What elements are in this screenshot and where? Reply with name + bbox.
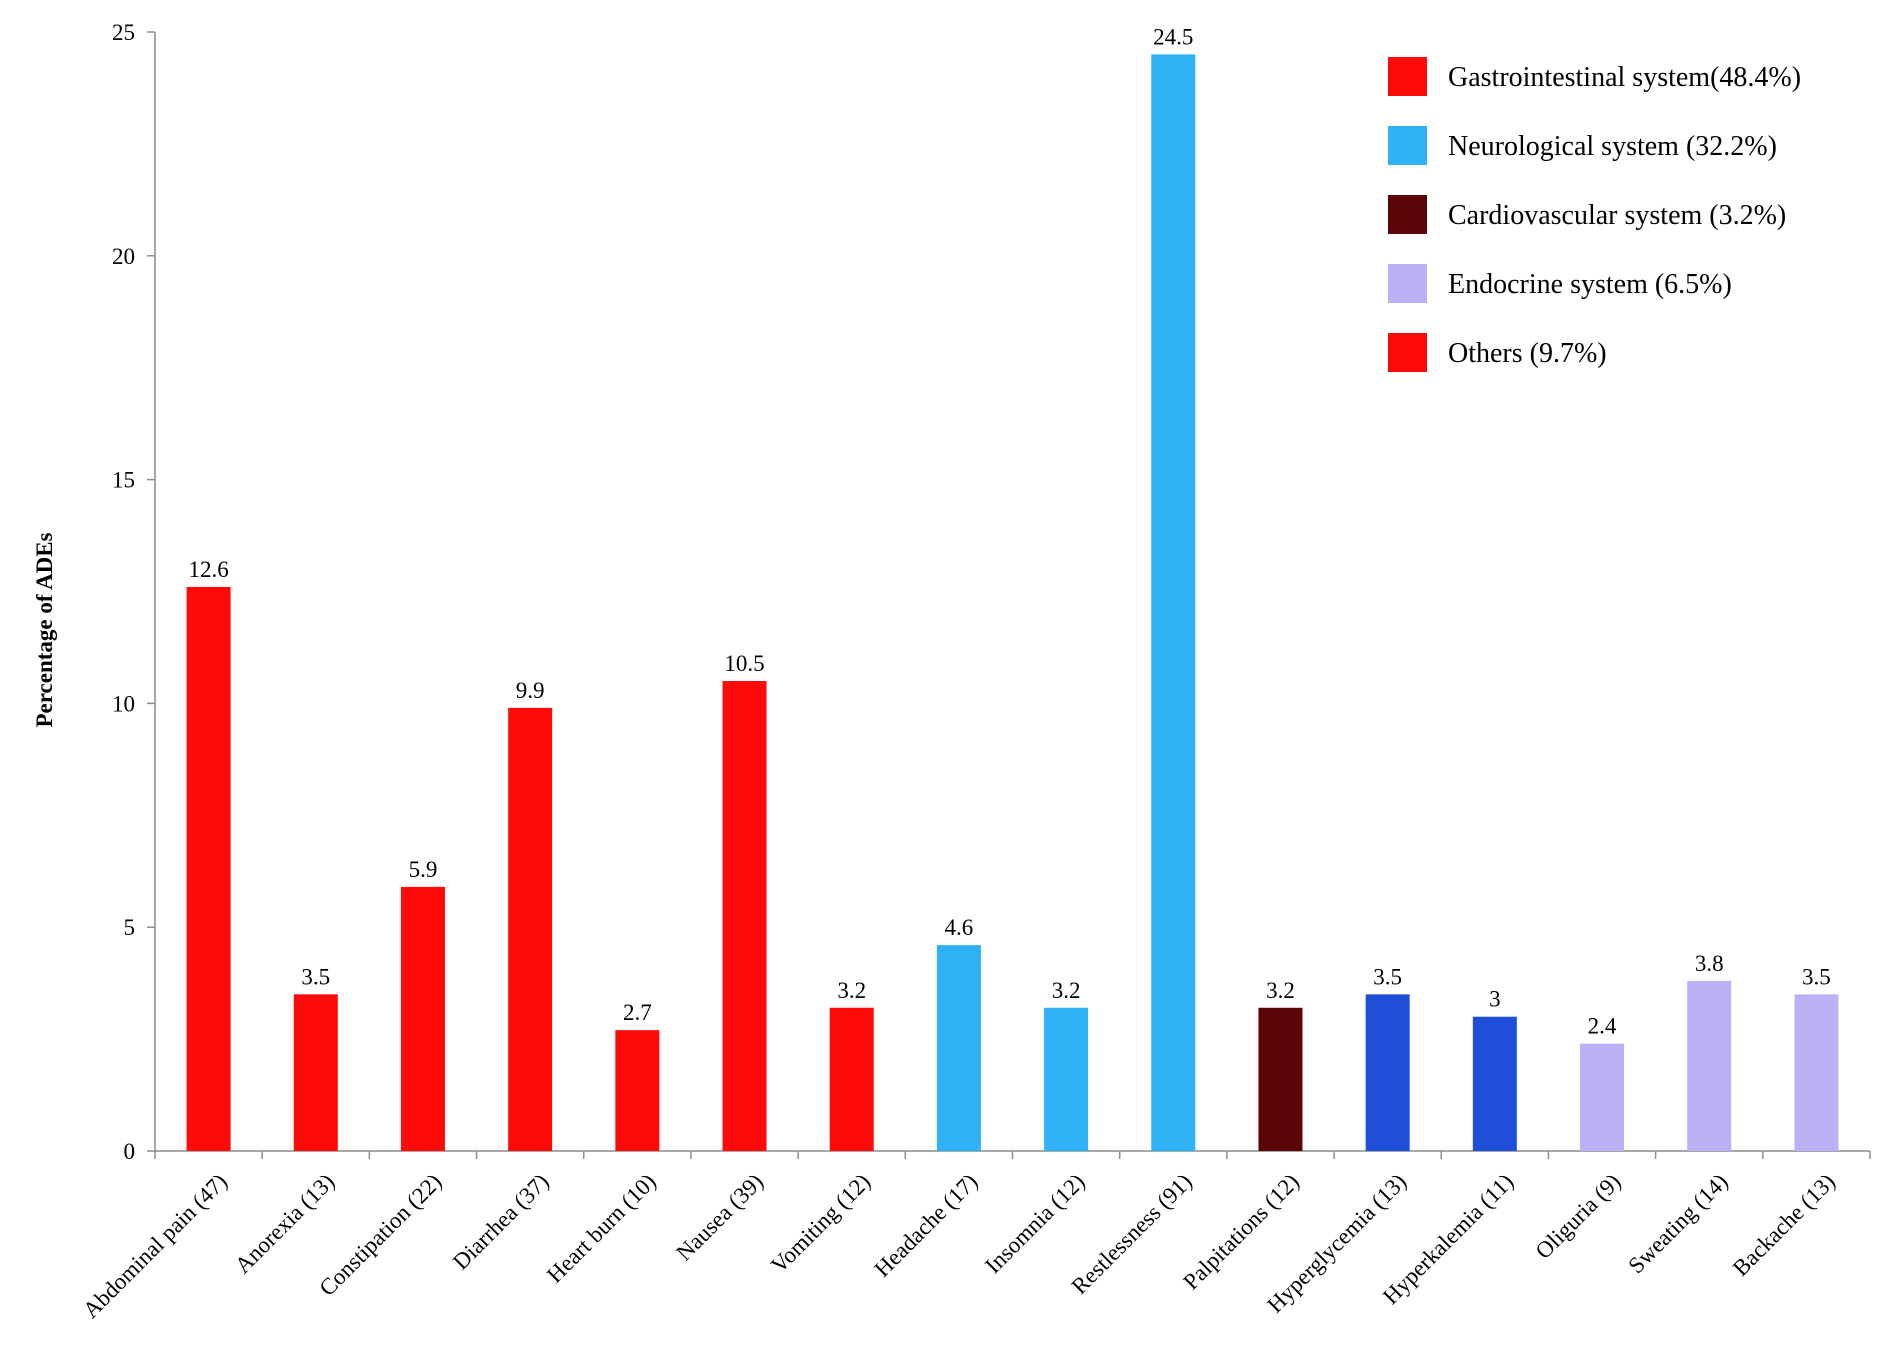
y-tick-label: 5 [124,915,136,940]
bar-value-label: 10.5 [724,651,764,676]
legend-swatch [1388,333,1427,372]
bar [615,1030,660,1151]
bar [829,1007,874,1151]
bar [1472,1016,1517,1151]
bar-value-label: 9.9 [516,678,545,703]
bar [186,587,231,1151]
bar-value-label: 3 [1489,987,1501,1012]
bar-value-label: 3.2 [1266,978,1295,1003]
y-tick-label: 10 [112,691,135,716]
x-category-label: Heart burn (10) [542,1169,661,1288]
bar [1687,980,1732,1151]
bar [1258,1007,1303,1151]
bar-value-label: 2.4 [1588,1014,1617,1039]
legend-swatch [1388,57,1427,96]
bar [1794,994,1839,1151]
bar-value-label: 5.9 [409,857,438,882]
bar [722,681,767,1151]
y-tick-label: 20 [112,244,135,269]
legend-label: Neurological system (32.2%) [1448,131,1777,162]
bar [1151,54,1196,1151]
x-category-label: Insomnia (12) [980,1169,1089,1278]
legend: Gastrointestinal system(48.4%) Neurologic… [1388,57,1801,372]
bar-value-label: 12.6 [188,557,228,582]
bar-value-label: 4.6 [945,915,974,940]
data-labels: 12.6 3.5 5.9 9.9 2.7 10.5 3.2 4.6 3.2 24.5 3.2 3.5 3… [188,24,1830,1038]
bar [293,994,338,1151]
y-tick-label: 0 [124,1139,136,1164]
x-category-label: Nausea (39) [671,1169,768,1266]
legend-swatch [1388,126,1427,165]
legend-swatch [1388,195,1427,234]
bar-value-label: 3.2 [837,978,866,1003]
x-category-label: Palpitations (12) [1178,1169,1304,1295]
legend-label: Cardiovascular system (3.2%) [1448,200,1786,231]
x-category-label: Diarrhea (37) [448,1169,554,1275]
legend-label: Endocrine system (6.5%) [1448,269,1732,300]
bar [400,886,445,1151]
x-category-label: Anorexia (13) [230,1169,339,1278]
bar-value-label: 3.8 [1695,951,1724,976]
x-category-label: Abdominal pain (47) [78,1169,232,1323]
legend-swatch [1388,264,1427,303]
legend-label: Gastrointestinal system(48.4%) [1448,62,1801,93]
bar-value-label: 3.5 [301,964,330,989]
x-category-label: Sweating (14) [1623,1169,1732,1278]
y-tick-label: 25 [112,20,135,45]
bar [936,945,981,1151]
legend-label: Others (9.7%) [1448,338,1607,369]
bar-value-label: 2.7 [623,1000,652,1025]
axes: 0 5 10 15 20 25 [112,20,1871,1164]
x-category-label: Headache (17) [869,1169,982,1282]
bars [186,54,1839,1151]
x-category-label: Backache (13) [1728,1169,1840,1281]
bar-value-label: 3.2 [1052,978,1081,1003]
bar [1580,1043,1625,1151]
y-tick-label: 15 [112,468,135,493]
x-category-label: Oliguria (9) [1531,1169,1626,1264]
bar-value-label: 3.5 [1373,964,1402,989]
category-labels: Abdominal pain (47)Anorexia (13)Constipa… [78,1169,1840,1323]
y-axis-title: Percentage of ADEs [32,532,57,727]
bar [1044,1007,1089,1151]
bar-value-label: 3.5 [1802,964,1831,989]
bar-value-label: 24.5 [1153,24,1193,49]
bar [508,707,553,1151]
x-category-label: Vomiting (12) [766,1169,875,1278]
bar [1365,994,1410,1151]
